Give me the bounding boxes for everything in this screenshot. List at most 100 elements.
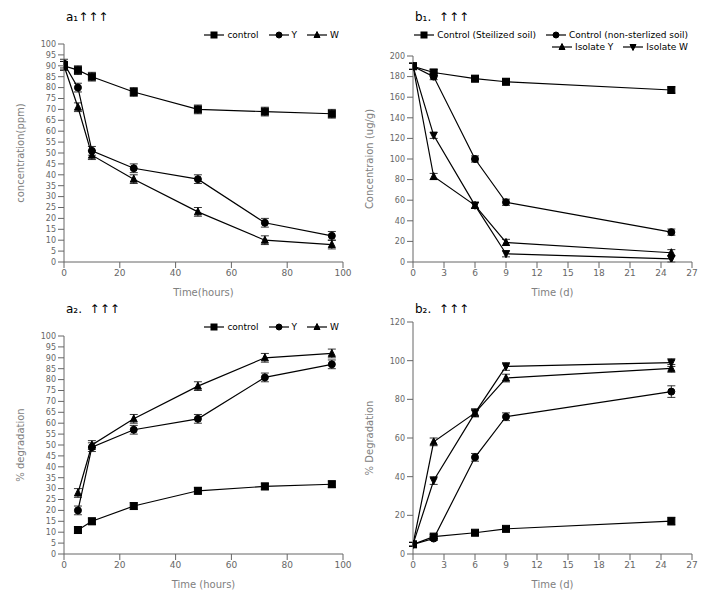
svg-text:21: 21	[624, 268, 635, 278]
svg-text:100: 100	[334, 268, 351, 278]
svg-text:15: 15	[46, 225, 56, 234]
svg-text:95: 95	[46, 343, 56, 352]
svg-text:70: 70	[46, 397, 56, 406]
svg-text:60: 60	[395, 196, 405, 205]
svg-text:0: 0	[51, 550, 56, 559]
svg-text:12: 12	[531, 268, 542, 278]
svg-text:5: 5	[51, 539, 56, 548]
svg-text:160: 160	[390, 93, 405, 102]
svg-text:Time (d): Time (d)	[531, 287, 574, 298]
svg-text:% Degradation: % Degradation	[364, 401, 375, 476]
svg-text:Time(hours): Time(hours)	[172, 287, 233, 298]
svg-text:21: 21	[624, 560, 635, 570]
svg-text:75: 75	[46, 94, 56, 103]
svg-text:20: 20	[46, 506, 56, 515]
svg-text:80: 80	[281, 560, 293, 570]
svg-text:55: 55	[46, 138, 56, 147]
svg-text:20: 20	[46, 214, 56, 223]
svg-text:0: 0	[410, 560, 416, 570]
svg-text:40: 40	[170, 560, 182, 570]
svg-text:40: 40	[170, 268, 182, 278]
svg-text:18: 18	[593, 560, 605, 570]
svg-text:80: 80	[46, 83, 56, 92]
svg-text:35: 35	[46, 182, 56, 191]
svg-text:80: 80	[46, 375, 56, 384]
svg-text:10: 10	[46, 236, 56, 245]
svg-text:45: 45	[46, 160, 56, 169]
svg-text:20: 20	[395, 511, 405, 520]
svg-text:12: 12	[531, 560, 542, 570]
svg-text:95: 95	[46, 51, 56, 60]
svg-text:15: 15	[562, 560, 573, 570]
svg-text:100: 100	[390, 357, 405, 366]
svg-text:50: 50	[46, 149, 56, 158]
svg-text:5: 5	[51, 247, 56, 256]
svg-text:120: 120	[390, 318, 405, 327]
svg-text:120: 120	[390, 134, 405, 143]
svg-text:3: 3	[441, 268, 447, 278]
svg-text:60: 60	[226, 268, 238, 278]
svg-text:18: 18	[593, 268, 605, 278]
svg-text:15: 15	[562, 268, 573, 278]
svg-text:24: 24	[655, 268, 667, 278]
svg-text:60: 60	[46, 419, 56, 428]
svg-text:30: 30	[46, 192, 56, 201]
svg-text:% degradation: % degradation	[15, 408, 26, 481]
svg-text:40: 40	[395, 217, 405, 226]
svg-text:80: 80	[395, 395, 405, 404]
svg-text:6: 6	[472, 268, 478, 278]
svg-text:3: 3	[441, 560, 447, 570]
svg-text:100: 100	[390, 155, 405, 164]
svg-text:9: 9	[503, 268, 509, 278]
svg-text:140: 140	[390, 114, 405, 123]
svg-text:0: 0	[400, 258, 405, 267]
svg-text:27: 27	[686, 560, 697, 570]
svg-text:80: 80	[395, 175, 405, 184]
svg-text:Time (hours): Time (hours)	[171, 579, 236, 590]
svg-text:65: 65	[46, 116, 56, 125]
svg-text:65: 65	[46, 408, 56, 417]
svg-text:80: 80	[281, 268, 293, 278]
svg-text:60: 60	[226, 560, 238, 570]
svg-text:0: 0	[51, 258, 56, 267]
svg-text:15: 15	[46, 517, 56, 526]
svg-text:100: 100	[334, 560, 351, 570]
svg-text:85: 85	[46, 365, 56, 374]
svg-text:0: 0	[61, 268, 67, 278]
svg-text:200: 200	[390, 52, 405, 61]
svg-text:85: 85	[46, 73, 56, 82]
svg-text:27: 27	[686, 268, 697, 278]
svg-text:25: 25	[46, 203, 56, 212]
svg-text:10: 10	[46, 528, 56, 537]
svg-text:30: 30	[46, 484, 56, 493]
svg-text:75: 75	[46, 386, 56, 395]
svg-text:70: 70	[46, 105, 56, 114]
svg-text:90: 90	[46, 354, 56, 363]
svg-text:20: 20	[114, 560, 126, 570]
svg-text:180: 180	[390, 72, 405, 81]
svg-text:55: 55	[46, 430, 56, 439]
svg-text:40: 40	[395, 473, 405, 482]
svg-text:24: 24	[655, 560, 667, 570]
svg-text:45: 45	[46, 452, 56, 461]
svg-text:60: 60	[46, 127, 56, 136]
svg-text:Concentraion (ug/g): Concentraion (ug/g)	[364, 109, 375, 209]
svg-text:90: 90	[46, 62, 56, 71]
svg-text:40: 40	[46, 463, 56, 472]
svg-text:25: 25	[46, 495, 56, 504]
svg-text:20: 20	[395, 237, 405, 246]
svg-text:50: 50	[46, 441, 56, 450]
svg-text:0: 0	[410, 268, 416, 278]
svg-text:0: 0	[61, 560, 67, 570]
svg-text:60: 60	[395, 434, 405, 443]
svg-text:concentration(ppm): concentration(ppm)	[15, 103, 26, 203]
svg-text:0: 0	[400, 550, 405, 559]
svg-text:9: 9	[503, 560, 509, 570]
svg-text:20: 20	[114, 268, 126, 278]
svg-text:Time (d): Time (d)	[531, 579, 574, 590]
svg-text:100: 100	[41, 332, 56, 341]
svg-text:40: 40	[46, 171, 56, 180]
svg-text:35: 35	[46, 474, 56, 483]
svg-text:100: 100	[41, 40, 56, 49]
svg-text:6: 6	[472, 560, 478, 570]
